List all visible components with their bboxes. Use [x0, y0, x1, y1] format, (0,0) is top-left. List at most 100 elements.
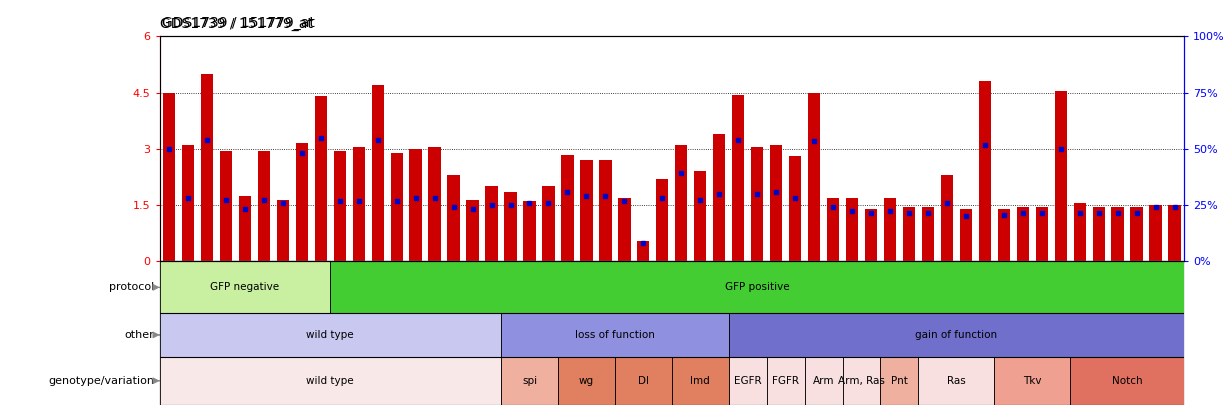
Text: GSM88249: GSM88249 — [431, 266, 439, 307]
Text: GSM88237: GSM88237 — [1056, 266, 1065, 307]
Bar — [1017, 207, 1029, 261]
Bar — [539, 261, 558, 405]
Text: GDS1739 / 151779_at: GDS1739 / 151779_at — [162, 16, 315, 30]
Bar — [276, 200, 290, 261]
Bar — [599, 160, 611, 261]
Text: GSM88219: GSM88219 — [544, 266, 553, 307]
Text: GSM88229: GSM88229 — [904, 266, 913, 307]
Bar — [960, 209, 972, 261]
Bar — [785, 261, 805, 405]
Text: GSM88231: GSM88231 — [942, 266, 951, 307]
Bar — [182, 145, 194, 261]
Bar — [312, 261, 330, 405]
Bar — [729, 261, 747, 405]
Bar — [1014, 261, 1032, 405]
Text: GSM88261: GSM88261 — [317, 266, 325, 307]
Bar — [979, 81, 991, 261]
Bar — [524, 201, 536, 261]
Bar — [807, 93, 820, 261]
Bar — [691, 261, 709, 405]
Bar — [883, 198, 896, 261]
Bar — [1168, 205, 1180, 261]
Bar — [751, 147, 763, 261]
Bar — [1032, 261, 1052, 405]
Bar — [694, 171, 707, 261]
Bar — [845, 198, 858, 261]
Bar — [486, 186, 498, 261]
Text: GSM88246: GSM88246 — [259, 266, 269, 307]
Bar — [160, 356, 501, 405]
Text: GSM88232: GSM88232 — [962, 266, 971, 307]
Text: GSM88223: GSM88223 — [335, 266, 345, 307]
Bar — [239, 196, 252, 261]
Bar — [1070, 356, 1184, 405]
Text: GSM88236: GSM88236 — [1037, 266, 1047, 307]
Bar — [160, 261, 178, 405]
Text: GSM88241: GSM88241 — [563, 266, 572, 307]
Bar — [292, 261, 312, 405]
Bar — [406, 261, 425, 405]
Text: GSM88245: GSM88245 — [240, 266, 249, 307]
Bar — [390, 153, 402, 261]
Bar — [220, 151, 232, 261]
Bar — [843, 356, 881, 405]
Bar — [558, 356, 615, 405]
Text: GSM88217: GSM88217 — [506, 266, 515, 307]
Bar — [580, 160, 593, 261]
Bar — [330, 261, 350, 405]
Bar — [596, 261, 615, 405]
Bar — [919, 261, 937, 405]
Bar — [388, 261, 406, 405]
Text: GSM88258: GSM88258 — [1171, 266, 1179, 307]
Text: GSM88256: GSM88256 — [1133, 266, 1141, 307]
Bar — [258, 151, 270, 261]
Text: GSM88260: GSM88260 — [297, 266, 307, 307]
Text: GSM88259: GSM88259 — [279, 266, 287, 307]
Bar — [463, 261, 482, 405]
Text: genotype/variation: genotype/variation — [48, 376, 155, 386]
Bar — [334, 151, 346, 261]
Bar — [637, 241, 649, 261]
Bar — [1166, 261, 1184, 405]
Bar — [789, 156, 801, 261]
Text: GSM88216: GSM88216 — [828, 266, 838, 307]
Bar — [1146, 261, 1166, 405]
Text: spi: spi — [521, 376, 537, 386]
Bar — [201, 74, 213, 261]
Bar — [733, 94, 745, 261]
Text: GSM88255: GSM88255 — [714, 266, 724, 307]
Text: GSM88248: GSM88248 — [411, 266, 420, 307]
Text: GSM88244: GSM88244 — [221, 266, 231, 307]
Text: GSM88254: GSM88254 — [696, 266, 704, 307]
Bar — [501, 313, 729, 356]
Text: Pnt: Pnt — [891, 376, 908, 386]
Text: GSM88239: GSM88239 — [1094, 266, 1103, 307]
Bar — [216, 261, 236, 405]
Text: GSM88211: GSM88211 — [734, 266, 742, 307]
Bar — [675, 145, 687, 261]
Bar — [372, 85, 384, 261]
Bar — [827, 198, 839, 261]
Bar — [941, 175, 953, 261]
Bar — [296, 143, 308, 261]
Bar — [163, 93, 175, 261]
Text: GSM88235: GSM88235 — [1018, 266, 1027, 307]
Bar — [1052, 261, 1070, 405]
Bar — [274, 261, 292, 405]
Bar — [1108, 261, 1128, 405]
Bar — [520, 261, 539, 405]
Text: Arm, Ras: Arm, Ras — [838, 376, 885, 386]
Text: Dl: Dl — [638, 376, 649, 386]
Bar — [368, 261, 388, 405]
Bar — [236, 261, 254, 405]
Bar — [998, 209, 1010, 261]
Text: GSM88234: GSM88234 — [999, 266, 1009, 307]
Text: GSM88247: GSM88247 — [393, 266, 401, 307]
Bar — [767, 356, 805, 405]
Bar — [178, 261, 198, 405]
Text: GSM88225: GSM88225 — [373, 266, 382, 307]
Bar — [618, 198, 631, 261]
Bar — [729, 313, 1184, 356]
Text: GSM88233: GSM88233 — [980, 266, 989, 307]
Text: GDS1739 / 151779_at: GDS1739 / 151779_at — [160, 17, 313, 31]
